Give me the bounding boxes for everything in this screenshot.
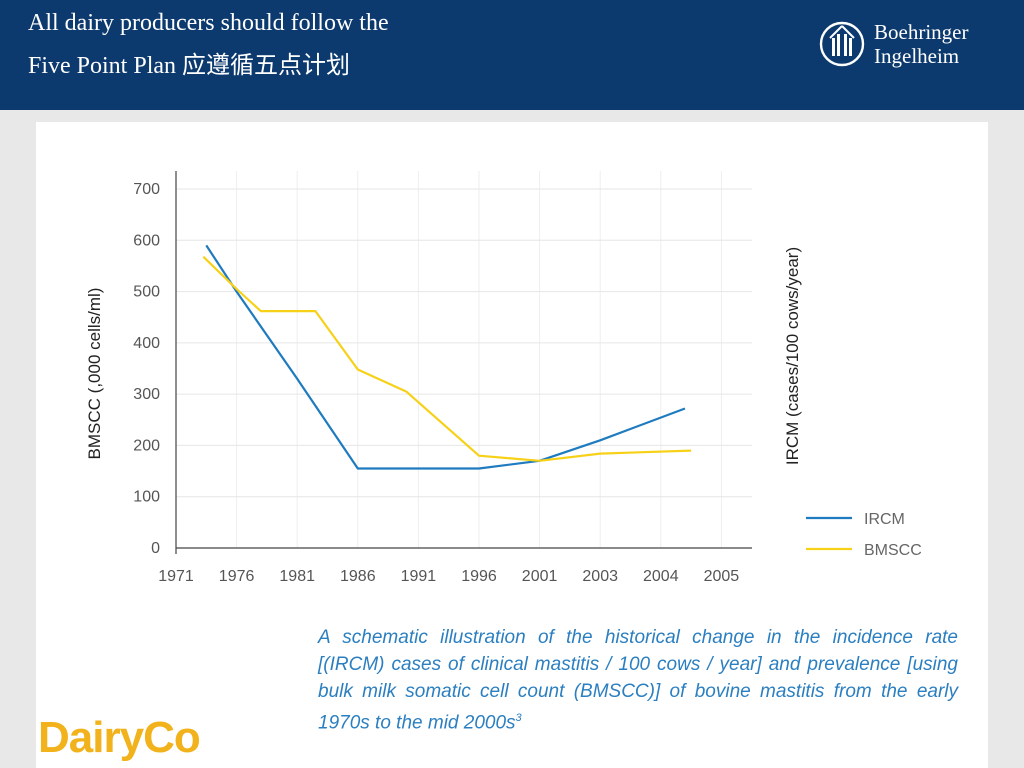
slide-title: All dairy producers should follow the Fi… (28, 2, 389, 88)
x-tick-label: 1981 (279, 568, 315, 585)
brand-line1: Boehringer (874, 20, 969, 44)
boehringer-logo: Boehringer Ingelheim (818, 18, 998, 72)
x-tick-label: 2003 (582, 568, 618, 585)
y2-axis-title: IRCM (cases/100 cows/year) (783, 247, 802, 465)
x-tick-label: 1971 (158, 568, 194, 585)
x-tick-label: 1976 (219, 568, 255, 585)
series-line-ircm (205, 244, 686, 470)
header-bar: All dairy producers should follow the Fi… (0, 0, 1024, 110)
y-tick-label: 200 (133, 437, 160, 454)
slide-title-line1: All dairy producers should follow the (28, 10, 389, 36)
y-tick-label: 400 (133, 335, 160, 352)
content-panel: 0 100 200 300 400 500 600 700 1971 1976 1981 1986 19… (36, 122, 988, 768)
y-tick-label: 700 (133, 181, 160, 198)
series-line-bmscc (202, 255, 692, 462)
x-tick-label: 2004 (643, 568, 679, 585)
x-tick-label: 2001 (522, 568, 558, 585)
mastitis-line-chart: 0 100 200 300 400 500 600 700 1971 1976 1981 1986 19… (85, 171, 922, 585)
x-tick-label: 1991 (401, 568, 437, 585)
x-tick-label: 1986 (340, 568, 376, 585)
caption-text: A schematic illustration of the historic… (318, 627, 958, 734)
dairyco-logo: DairyCo (38, 713, 201, 762)
brand-line2: Ingelheim (874, 44, 960, 68)
chart-caption: A schematic illustration of the historic… (318, 624, 958, 736)
y-tick-label: 500 (133, 284, 160, 301)
legend-label-ircm: IRCM (864, 511, 905, 528)
slide-title-line2: Five Point Plan 应遵循五点计划 (28, 53, 351, 79)
y-axis-title: BMSCC (,000 cells/ml) (85, 288, 104, 460)
y-tick-label: 300 (133, 386, 160, 403)
y-tick-label: 600 (133, 232, 160, 249)
x-tick-label: 1996 (461, 568, 497, 585)
caption-reference: 3 (515, 712, 522, 724)
boehringer-logo-icon (819, 21, 865, 67)
y-tick-label: 0 (151, 540, 160, 557)
x-tick-label: 2005 (704, 568, 740, 585)
legend-label-bmscc: BMSCC (864, 542, 922, 559)
y-tick-label: 100 (133, 489, 160, 506)
